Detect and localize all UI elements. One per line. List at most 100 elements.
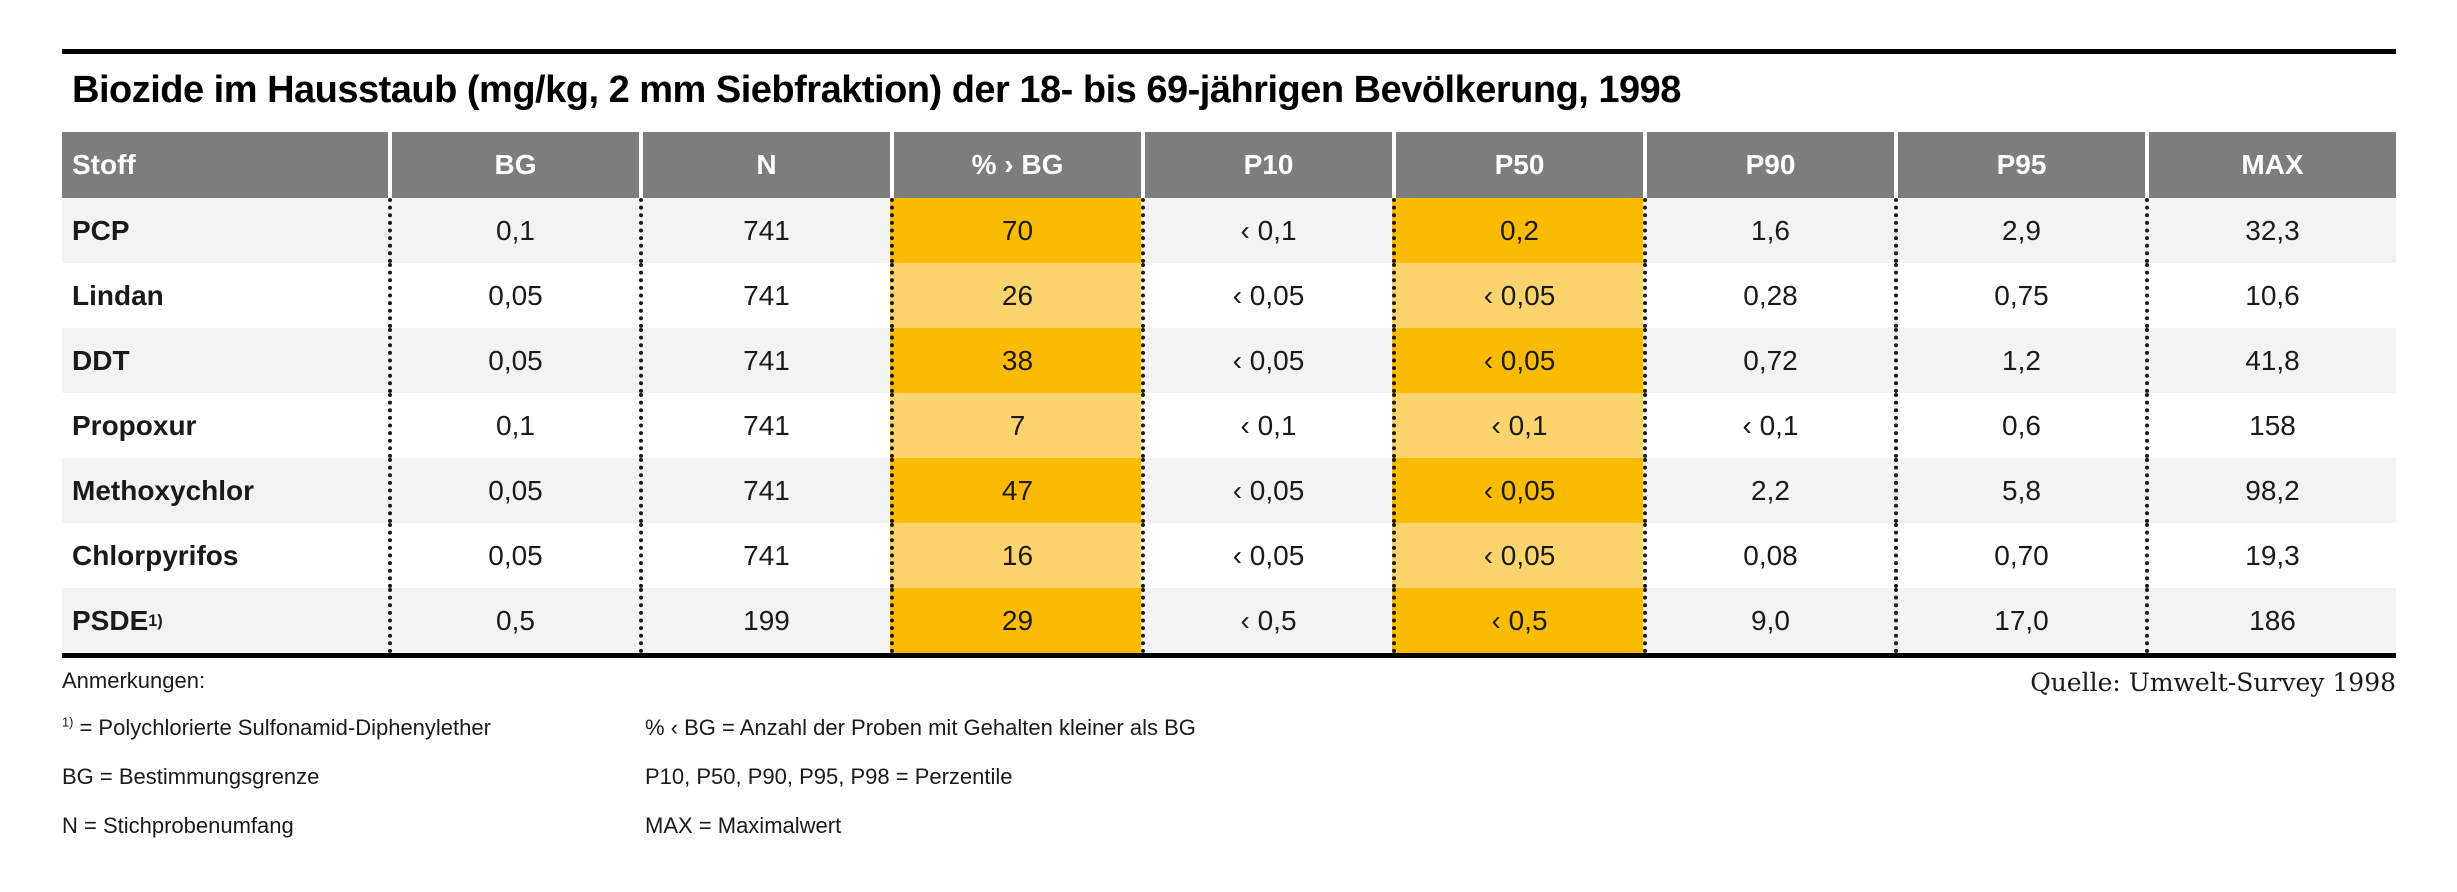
- cell-bg: 0,05: [388, 263, 639, 328]
- cell-max: 158: [2145, 393, 2396, 458]
- cell-p50: ‹ 0,05: [1392, 328, 1643, 393]
- cell-pct-bg: 47: [890, 458, 1141, 523]
- cell-p90: 2,2: [1643, 458, 1894, 523]
- cell-p10: ‹ 0,05: [1141, 263, 1392, 328]
- note-footnote-1: 1) = Polychlorierte Sulfonamid-Diphenyle…: [62, 715, 645, 741]
- substance-cell: Methoxychlor: [62, 458, 388, 523]
- cell-max: 32,3: [2145, 198, 2396, 263]
- cell-pct-bg: 7: [890, 393, 1141, 458]
- bottom-rule: [62, 653, 2396, 658]
- cell-max: 41,8: [2145, 328, 2396, 393]
- cell-p90: 0,72: [1643, 328, 1894, 393]
- substance-label: Lindan: [72, 279, 164, 311]
- cell-p90: 0,28: [1643, 263, 1894, 328]
- cell-p50: 0,2: [1392, 198, 1643, 263]
- cell-n: 741: [639, 263, 890, 328]
- cell-p95: 0,6: [1894, 393, 2145, 458]
- cell-p95: 0,70: [1894, 523, 2145, 588]
- table-row-pcp: PCP 0,1 741 70 ‹ 0,1 0,2 1,6 2,9 32,3: [62, 198, 2396, 263]
- substance-label: Chlorpyrifos: [72, 539, 239, 571]
- substance-cell: Chlorpyrifos: [62, 523, 388, 588]
- substance-label: PSDE: [72, 604, 149, 636]
- col-header-stoff: Stoff: [72, 149, 136, 180]
- top-rule: [62, 49, 2396, 54]
- cell-max: 186: [2145, 588, 2396, 653]
- cell-pct-bg: 38: [890, 328, 1141, 393]
- cell-max: 10,6: [2145, 263, 2396, 328]
- cell-pct-bg: 29: [890, 588, 1141, 653]
- substance-cell: PSDE 1): [72, 604, 163, 636]
- cell-pct-bg: 16: [890, 523, 1141, 588]
- notes-column-right: % ‹ BG = Anzahl der Proben mit Gehalten …: [645, 715, 2396, 862]
- cell-pct-bg: 26: [890, 263, 1141, 328]
- cell-n: 741: [639, 458, 890, 523]
- cell-p90: 9,0: [1643, 588, 1894, 653]
- col-header-p95: P95: [1894, 132, 2145, 198]
- cell-p95: 17,0: [1894, 588, 2145, 653]
- substance-label: Propoxur: [72, 409, 197, 441]
- cell-p95: 1,2: [1894, 328, 2145, 393]
- note-text: N = Stichprobenumfang: [62, 813, 294, 838]
- col-header-p10: P10: [1141, 132, 1392, 198]
- cell-n: 741: [639, 393, 890, 458]
- cell-bg: 0,05: [388, 328, 639, 393]
- cell-p95: 5,8: [1894, 458, 2145, 523]
- cell-p10: ‹ 0,1: [1141, 198, 1392, 263]
- cell-bg: 0,05: [388, 458, 639, 523]
- table-row-psde: PSDE 1) 0,5 199 29 ‹ 0,5 ‹ 0,5 9,0 17,0 1…: [62, 588, 2396, 653]
- cell-p90: 0,08: [1643, 523, 1894, 588]
- page-content: Biozide im Hausstaub (mg/kg, 2 mm Siebfr…: [0, 49, 2457, 862]
- cell-pct-bg: 70: [890, 198, 1141, 263]
- cell-p50: ‹ 0,05: [1392, 458, 1643, 523]
- note-text: = Polychlorierte Sulfonamid-Diphenylethe…: [73, 715, 491, 740]
- cell-p90: ‹ 0,1: [1643, 393, 1894, 458]
- substance-cell: Propoxur: [62, 393, 388, 458]
- data-table: Stoff BG N % › BG P10 P50 P90 P95 MAX PC…: [62, 132, 2396, 653]
- col-header-bg: BG: [388, 132, 639, 198]
- table-row-lindan: Lindan 0,05 741 26 ‹ 0,05 ‹ 0,05 0,28 0,…: [62, 263, 2396, 328]
- cell-bg: 0,05: [388, 523, 639, 588]
- notes-heading: Anmerkungen:: [62, 668, 206, 693]
- page-title: Biozide im Hausstaub (mg/kg, 2 mm Siebfr…: [72, 69, 1681, 111]
- cell-p95: 0,75: [1894, 263, 2145, 328]
- source-text: Quelle: Umwelt-Survey 1998: [2030, 668, 2396, 697]
- cell-p50: ‹ 0,05: [1392, 263, 1643, 328]
- note-n-definition: N = Stichprobenumfang: [62, 813, 645, 839]
- cell-p10: ‹ 0,1: [1141, 393, 1392, 458]
- table-row-ddt: DDT 0,05 741 38 ‹ 0,05 ‹ 0,05 0,72 1,2 4…: [62, 328, 2396, 393]
- cell-bg: 0,5: [388, 588, 639, 653]
- substance-cell: DDT: [62, 328, 388, 393]
- substance-label: Methoxychlor: [72, 474, 255, 506]
- col-header-p50: P50: [1392, 132, 1643, 198]
- notes-column-left: 1) = Polychlorierte Sulfonamid-Diphenyle…: [62, 715, 645, 862]
- substance-cell: Lindan: [62, 263, 388, 328]
- cell-n: 741: [639, 523, 890, 588]
- substance-cell: PCP: [62, 198, 388, 263]
- note-max-definition: MAX = Maximalwert: [645, 813, 842, 838]
- cell-p10: ‹ 0,05: [1141, 328, 1392, 393]
- cell-p50: ‹ 0,5: [1392, 588, 1643, 653]
- cell-bg: 0,1: [388, 393, 639, 458]
- table-row-propoxur: Propoxur 0,1 741 7 ‹ 0,1 ‹ 0,1 ‹ 0,1 0,6…: [62, 393, 2396, 458]
- col-header-n: N: [639, 132, 890, 198]
- note-text: BG = Bestimmungsgrenze: [62, 764, 320, 789]
- table-row-methoxychlor: Methoxychlor 0,05 741 47 ‹ 0,05 ‹ 0,05 2…: [62, 458, 2396, 523]
- meta-row: Anmerkungen: Quelle: Umwelt-Survey 1998: [62, 668, 2396, 697]
- cell-p10: ‹ 0,05: [1141, 523, 1392, 588]
- cell-p50: ‹ 0,05: [1392, 523, 1643, 588]
- notes-block: 1) = Polychlorierte Sulfonamid-Diphenyle…: [62, 715, 2396, 862]
- cell-p50: ‹ 0,1: [1392, 393, 1643, 458]
- col-header-p90: P90: [1643, 132, 1894, 198]
- footnote-marker: 1): [62, 714, 74, 730]
- cell-p95: 2,9: [1894, 198, 2145, 263]
- cell-n: 741: [639, 198, 890, 263]
- substance-label: DDT: [72, 344, 130, 376]
- cell-p10: ‹ 0,05: [1141, 458, 1392, 523]
- cell-n: 741: [639, 328, 890, 393]
- table-header-row: Stoff BG N % › BG P10 P50 P90 P95 MAX: [62, 132, 2396, 198]
- substance-label: PCP: [72, 214, 130, 246]
- cell-p10: ‹ 0,5: [1141, 588, 1392, 653]
- note-pct-bg-definition: % ‹ BG = Anzahl der Proben mit Gehalten …: [645, 715, 1196, 740]
- cell-max: 19,3: [2145, 523, 2396, 588]
- col-header-max: MAX: [2145, 132, 2396, 198]
